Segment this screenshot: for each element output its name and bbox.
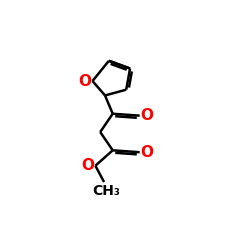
Text: O: O [140, 108, 153, 123]
Text: O: O [140, 145, 153, 160]
Text: O: O [81, 158, 94, 173]
Text: CH₃: CH₃ [92, 184, 120, 198]
Text: O: O [78, 74, 91, 88]
